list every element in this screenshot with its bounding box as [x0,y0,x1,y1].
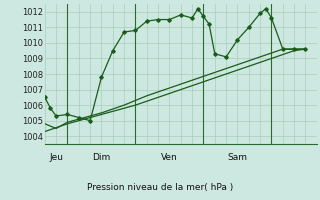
Text: Sam: Sam [228,153,247,162]
Text: Jeu: Jeu [49,153,63,162]
Text: Dim: Dim [92,153,111,162]
Text: Ven: Ven [161,153,178,162]
Text: Pression niveau de la mer( hPa ): Pression niveau de la mer( hPa ) [87,183,233,192]
